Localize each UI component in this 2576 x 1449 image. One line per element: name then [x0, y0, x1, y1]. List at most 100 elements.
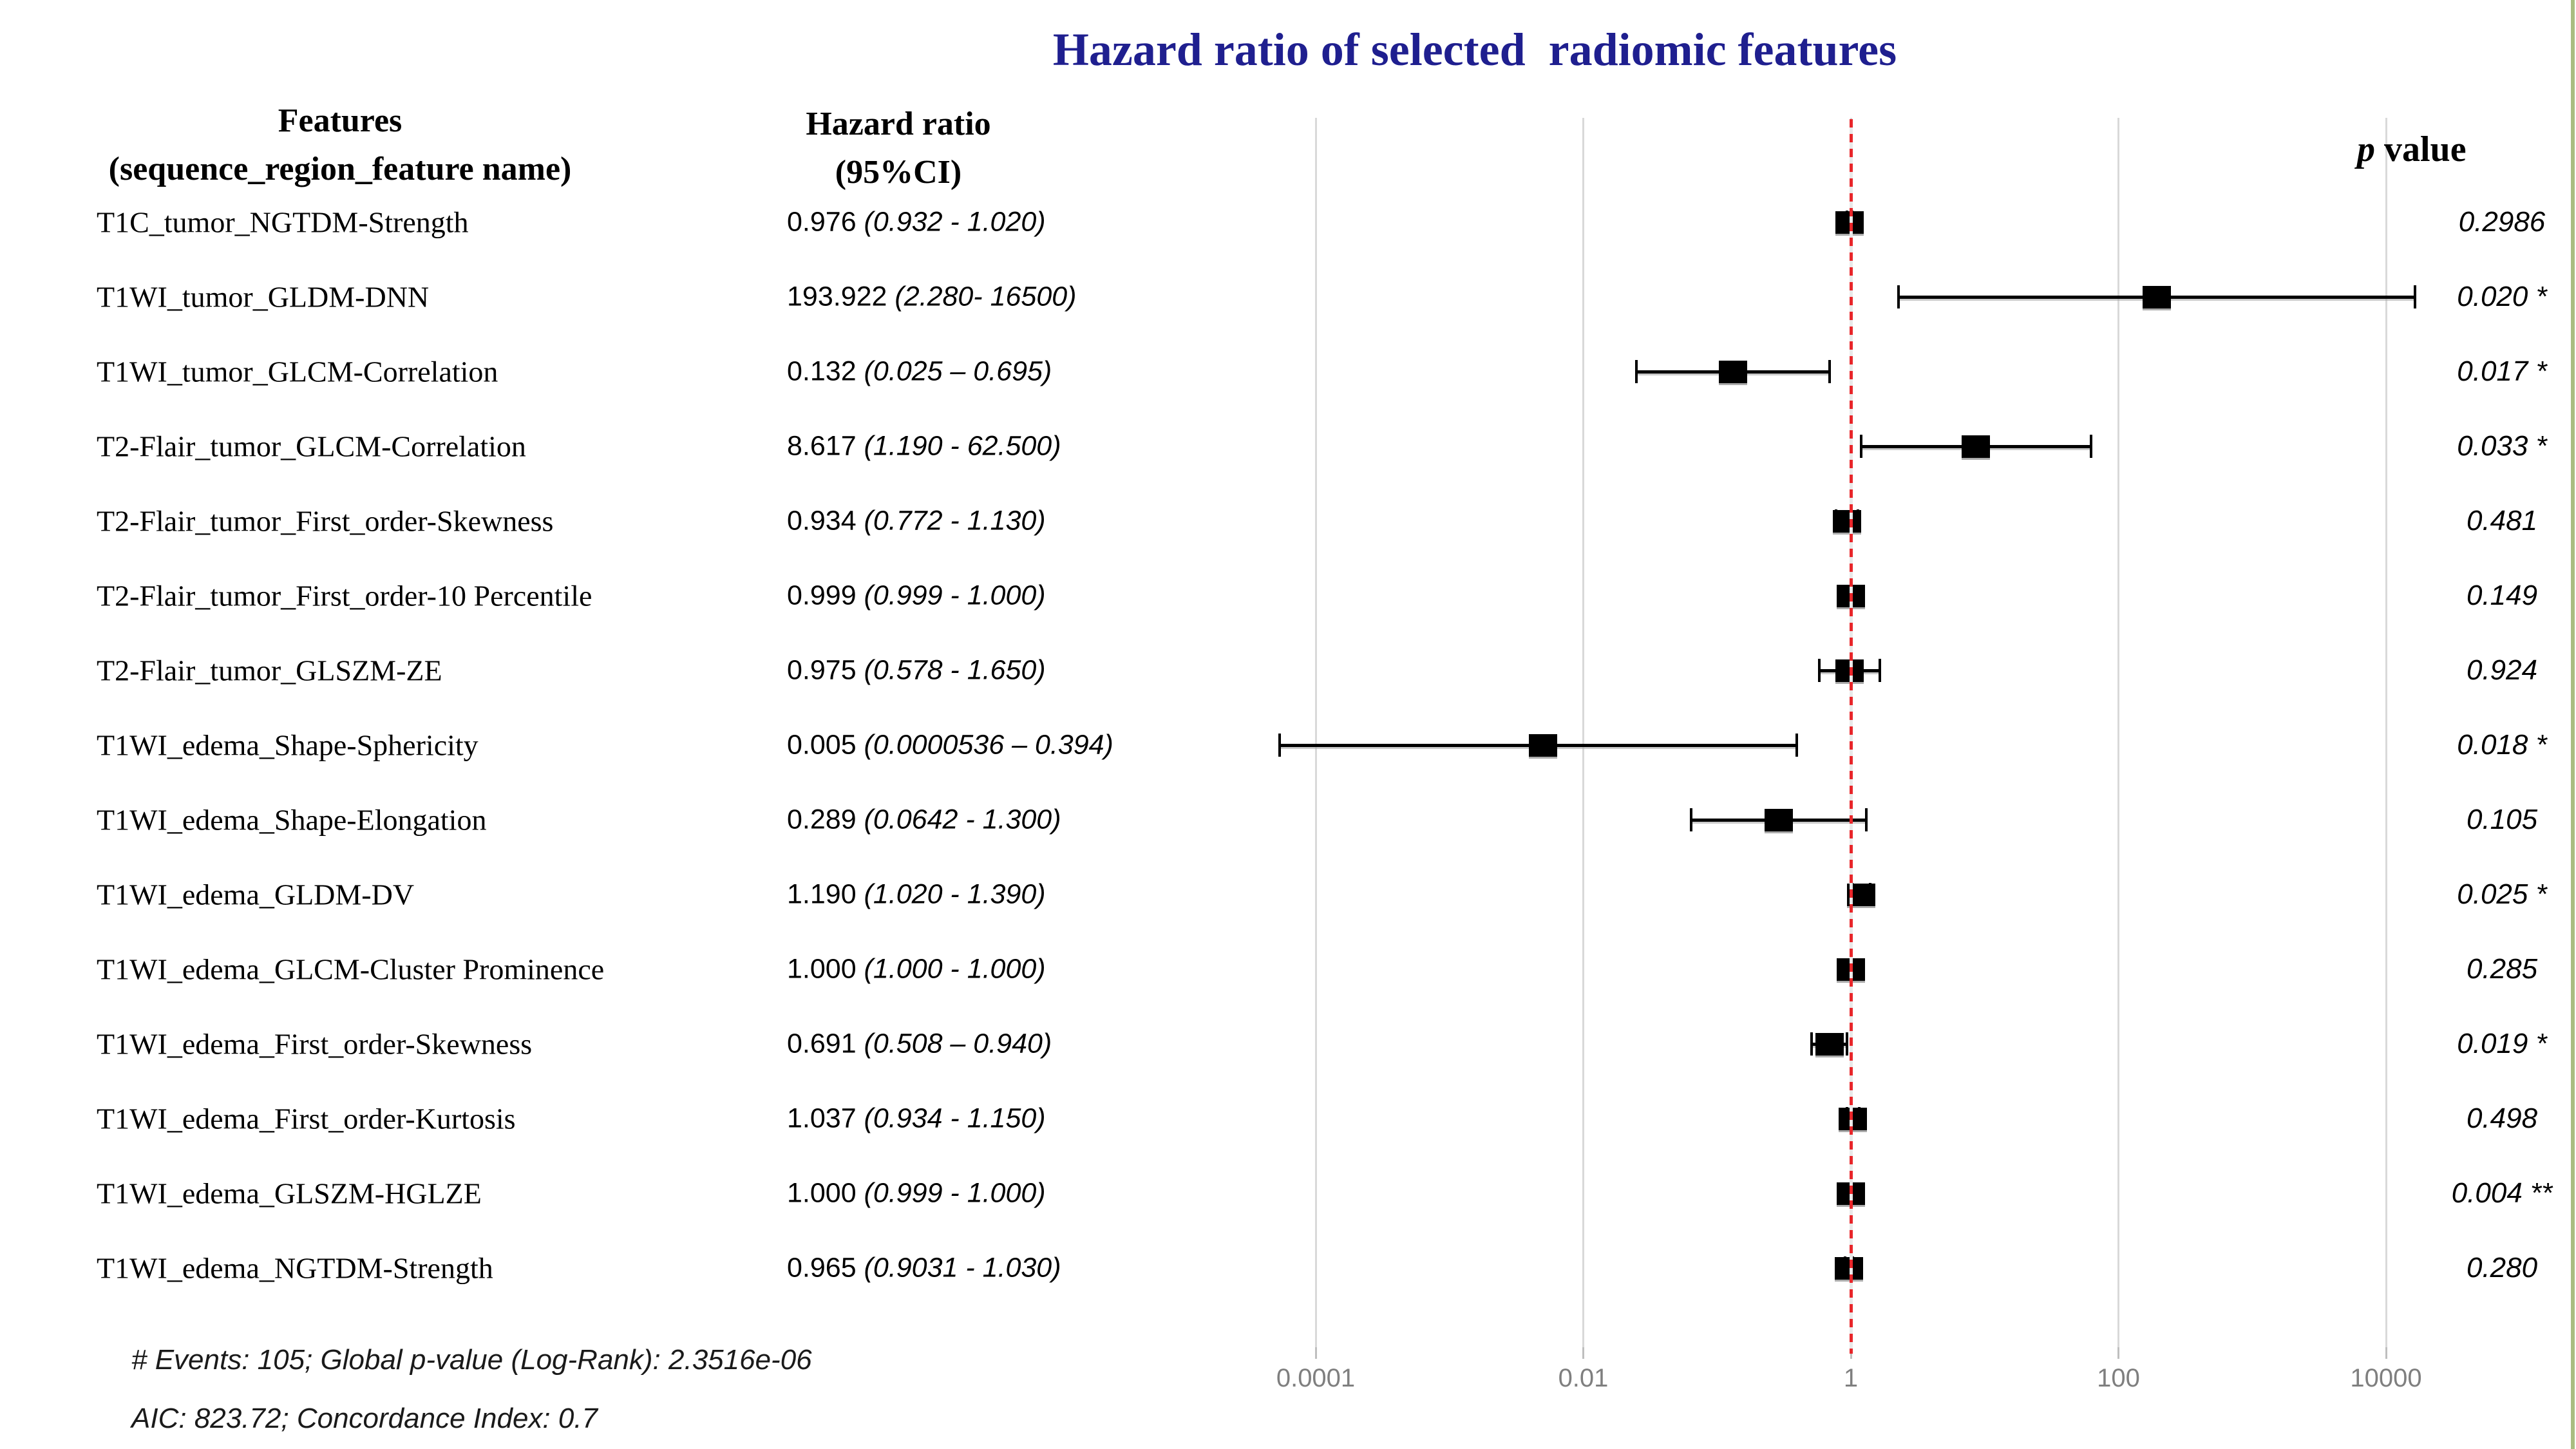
hr-number: 0.691 — [787, 1028, 857, 1059]
ci-range: (1.190 - 62.500) — [856, 430, 1061, 462]
ci-range: (0.932 - 1.020) — [856, 206, 1046, 238]
feature-label: T1WI_edema_First_order-Skewness — [97, 1027, 533, 1061]
hr-ci-value: 0.132 (0.025 – 0.695) — [787, 356, 1052, 388]
ci-cap-right — [1879, 659, 1882, 682]
hr-ci-value: 0.965 (0.9031 - 1.030) — [787, 1253, 1061, 1284]
feature-label: T1WI_tumor_GLDM-DNN — [97, 280, 430, 314]
p-value: 0.105 — [2466, 804, 2538, 835]
forest-square-marker — [1765, 808, 1793, 831]
hr-number: 0.132 — [787, 355, 857, 387]
hr-number: 0.976 — [787, 206, 857, 238]
ci-cap-left — [1817, 659, 1821, 682]
feature-label: T1WI_edema_Shape-Elongation — [97, 803, 487, 837]
features-header-line1: Features — [278, 102, 402, 139]
hr-number: 8.617 — [787, 430, 857, 462]
ci-cap-right — [1846, 1032, 1849, 1056]
p-value: 0.033 * — [2457, 430, 2547, 462]
p-value-column-header: p value — [2357, 124, 2576, 176]
x-gridline — [2117, 118, 2119, 1347]
right-edge-strip — [2571, 0, 2575, 1449]
forest-square-marker — [1719, 360, 1748, 383]
forest-square-marker — [1962, 435, 1991, 458]
ci-cap-left — [1897, 285, 1900, 308]
feature-label: T1WI_edema_NGTDM-Strength — [97, 1251, 493, 1285]
x-tick-label: 1 — [1843, 1364, 1859, 1392]
ci-range: (0.0000536 – 0.394) — [856, 729, 1113, 761]
hr-number: 0.999 — [787, 580, 857, 611]
ci-range: (0.025 – 0.695) — [856, 355, 1052, 387]
ci-cap-right — [1864, 808, 1868, 831]
hr-number: 0.975 — [787, 654, 857, 686]
ci-cap-left — [1690, 808, 1693, 831]
ci-range: (0.508 – 0.940) — [856, 1028, 1052, 1059]
footer-aic-note: AIC: 823.72; Concordance Index: 0.7 — [131, 1403, 598, 1434]
p-value: 0.025 * — [2457, 878, 2547, 910]
hr-ci-value: 0.289 (0.0642 - 1.300) — [787, 804, 1061, 836]
ci-range: (2.280- 16500) — [887, 281, 1077, 312]
p-value: 0.017 * — [2457, 355, 2547, 387]
hr-number: 193.922 — [787, 281, 887, 312]
x-tick-label: 0.0001 — [1276, 1364, 1356, 1392]
hr-ci-value: 1.190 (1.020 - 1.390) — [787, 879, 1046, 911]
hazard-header-line2: (95%CI) — [835, 154, 962, 191]
forest-square-marker — [2143, 285, 2172, 308]
ci-range: (0.0642 - 1.300) — [856, 804, 1061, 835]
p-value: 0.020 * — [2457, 281, 2547, 312]
hr-number: 0.005 — [787, 729, 857, 761]
hr-ci-value: 1.037 (0.934 - 1.150) — [787, 1103, 1046, 1135]
forest-square-marker — [1839, 1107, 1868, 1130]
hr-number: 0.965 — [787, 1252, 857, 1283]
ci-range: (0.934 - 1.150) — [856, 1103, 1046, 1134]
x-gridline — [1314, 118, 1317, 1347]
p-value: 0.481 — [2466, 505, 2538, 536]
features-header-line2: (sequence_region_feature name) — [108, 151, 572, 188]
footer-events-note: # Events: 105; Global p-value (Log-Rank)… — [131, 1344, 812, 1376]
feature-label: T1WI_edema_GLDM-DV — [97, 878, 415, 911]
ci-range: (0.578 - 1.650) — [856, 654, 1046, 686]
hr-ci-value: 0.691 (0.508 – 0.940) — [787, 1028, 1052, 1060]
ci-cap-right — [2090, 435, 2093, 458]
forest-square-marker — [1815, 1032, 1844, 1056]
p-value: 0.2986 — [2458, 206, 2546, 238]
x-tick-mark — [2385, 1347, 2387, 1359]
ci-cap-right — [2414, 285, 2417, 308]
ci-range: (1.020 - 1.390) — [856, 878, 1046, 910]
forest-square-marker — [1834, 1256, 1863, 1280]
hr-number: 0.934 — [787, 505, 857, 536]
hr-ci-value: 8.617 (1.190 - 62.500) — [787, 431, 1061, 462]
hazard-header-line1: Hazard ratio — [806, 106, 991, 142]
ci-range: (0.772 - 1.130) — [856, 505, 1046, 536]
hr-number: 1.190 — [787, 878, 857, 910]
hr-ci-value: 0.999 (0.999 - 1.000) — [787, 580, 1046, 612]
x-gridline — [2385, 118, 2387, 1347]
feature-label: T1WI_edema_First_order-Kurtosis — [97, 1102, 516, 1135]
feature-label: T1WI_edema_Shape-Sphericity — [97, 728, 478, 762]
ci-cap-left — [1635, 360, 1638, 383]
hr-number: 1.000 — [787, 953, 857, 985]
p-symbol: p — [2357, 129, 2375, 169]
feature-label: T1C_tumor_NGTDM-Strength — [97, 205, 469, 239]
reference-line-hr1 — [1849, 119, 1853, 1354]
feature-label: T2-Flair_tumor_GLCM-Correlation — [97, 430, 526, 463]
p-value: 0.285 — [2466, 953, 2538, 985]
hr-number: 1.037 — [787, 1103, 857, 1134]
forest-square-marker — [1528, 734, 1557, 757]
ci-range: (0.999 - 1.000) — [856, 1177, 1046, 1209]
hr-ci-value: 0.005 (0.0000536 – 0.394) — [787, 730, 1113, 761]
ci-cap-right — [1828, 360, 1832, 383]
page-title: Hazard ratio of selected radiomic featur… — [1052, 24, 1897, 75]
hr-ci-value: 0.934 (0.772 - 1.130) — [787, 506, 1046, 537]
p-value: 0.018 * — [2457, 729, 2547, 761]
hr-ci-value: 0.976 (0.932 - 1.020) — [787, 207, 1046, 238]
x-tick-label: 0.01 — [1558, 1364, 1609, 1392]
p-header-rest: value — [2375, 129, 2467, 169]
p-value: 0.149 — [2466, 580, 2538, 611]
ci-cap-right — [1795, 734, 1798, 757]
feature-label: T2-Flair_tumor_GLSZM-ZE — [97, 654, 442, 687]
ci-cap-left — [1859, 435, 1862, 458]
hr-ci-value: 1.000 (0.999 - 1.000) — [787, 1178, 1046, 1209]
p-value: 0.280 — [2466, 1252, 2538, 1283]
hr-ci-value: 1.000 (1.000 - 1.000) — [787, 954, 1046, 985]
x-tick-label: 100 — [2097, 1364, 2140, 1392]
